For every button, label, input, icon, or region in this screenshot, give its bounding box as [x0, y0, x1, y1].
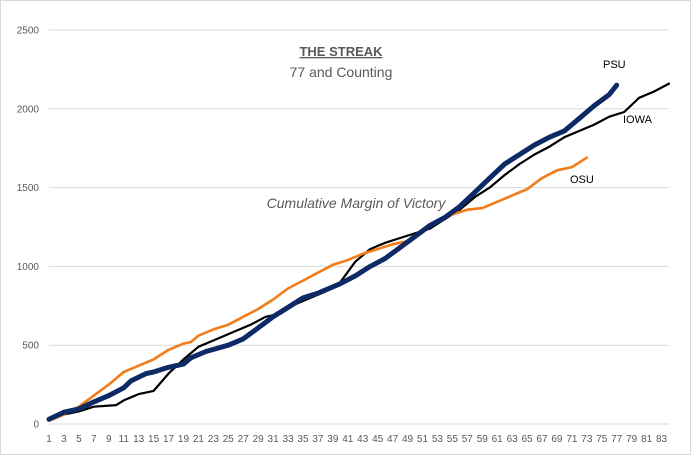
y-tick-label: 2000: [17, 104, 40, 115]
chart-title: THE STREAK: [299, 44, 383, 59]
x-tick-label: 27: [238, 434, 250, 445]
y-tick-label: 500: [22, 341, 39, 352]
x-tick-label: 67: [536, 434, 548, 445]
x-axis-ticks: 1 3 5 7 9 11 13 15 17 19 21 23 25 27 29 31 33 35 37 39 41 43 4…: [46, 434, 667, 445]
x-tick-label: 9: [106, 434, 112, 445]
x-tick-label: 3: [61, 434, 67, 445]
x-tick-label: 69: [551, 434, 563, 445]
series-line-psu: [46, 82, 620, 422]
x-tick-label: 13: [133, 434, 145, 445]
x-tick-label: 57: [462, 434, 474, 445]
x-tick-label: 45: [372, 434, 384, 445]
x-tick-label: 37: [312, 434, 324, 445]
x-tick-label: 75: [596, 434, 608, 445]
x-tick-label: 51: [417, 434, 429, 445]
x-tick-label: 43: [357, 434, 369, 445]
x-tick-label: 19: [178, 434, 190, 445]
x-tick-label: 29: [253, 434, 265, 445]
x-tick-label: 65: [522, 434, 534, 445]
x-tick-label: 71: [566, 434, 578, 445]
y-tick-label: 2500: [17, 26, 40, 37]
x-tick-label: 61: [492, 434, 504, 445]
x-tick-label: 81: [641, 434, 653, 445]
x-tick-label: 25: [223, 434, 235, 445]
x-tick-label: 39: [327, 434, 339, 445]
y-tick-label: 1000: [17, 262, 40, 273]
chart-subtitle: 77 and Counting: [290, 64, 393, 80]
x-tick-label: 41: [342, 434, 354, 445]
x-tick-label: 83: [656, 434, 668, 445]
x-tick-label: 63: [507, 434, 519, 445]
x-tick-label: 23: [208, 434, 220, 445]
series-lines: [46, 82, 671, 423]
x-tick-label: 53: [432, 434, 444, 445]
x-tick-label: 77: [611, 434, 623, 445]
label-osu: OSU: [570, 174, 594, 186]
x-tick-label: 5: [76, 434, 82, 445]
label-psu: PSU: [603, 59, 626, 71]
y-tick-label: 1500: [17, 183, 40, 194]
x-tick-label: 11: [119, 434, 130, 445]
x-tick-label: 33: [282, 434, 294, 445]
x-tick-label: 15: [148, 434, 160, 445]
x-tick-label: 17: [163, 434, 175, 445]
x-tick-label: 49: [402, 434, 414, 445]
label-iowa: IOWA: [623, 114, 653, 126]
y-axis-ticks: 0 500 1000 1500 2000 2500: [17, 26, 40, 431]
x-tick-label: 7: [91, 434, 97, 445]
x-tick-label: 21: [193, 434, 205, 445]
series-line-iowa: [47, 82, 671, 421]
x-tick-label: 73: [581, 434, 593, 445]
x-tick-label: 1: [46, 434, 52, 445]
grid-lines: [49, 29, 669, 425]
x-tick-label: 35: [297, 434, 309, 445]
x-tick-label: 59: [477, 434, 489, 445]
annotation-text: Cumulative Margin of Victory: [267, 195, 447, 211]
x-tick-label: 55: [447, 434, 459, 445]
x-tick-label: 31: [268, 434, 280, 445]
x-tick-label: 79: [626, 434, 638, 445]
y-tick-label: 0: [33, 420, 39, 431]
series-line-osu: [47, 156, 589, 423]
x-tick-label: 47: [387, 434, 399, 445]
